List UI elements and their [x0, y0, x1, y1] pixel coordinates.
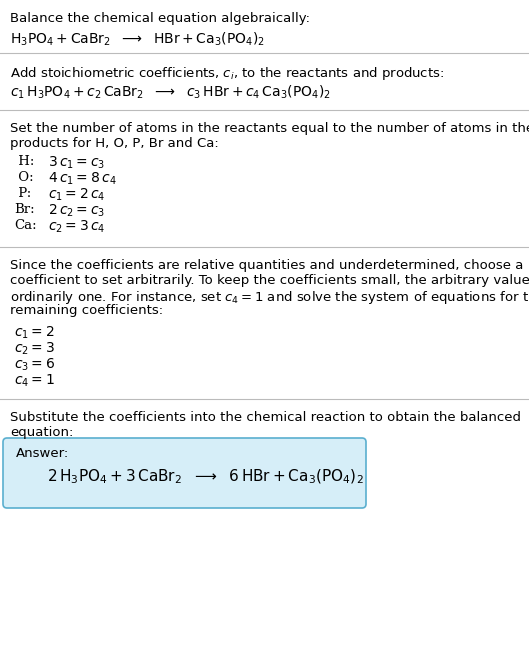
Text: O:: O: [14, 171, 34, 184]
Text: $c_2 = 3\,c_4$: $c_2 = 3\,c_4$ [48, 219, 105, 236]
Text: $2\,\mathrm{H_3PO_4} + 3\,\mathrm{CaBr_2}$  $\longrightarrow$  $6\,\mathrm{HBr} : $2\,\mathrm{H_3PO_4} + 3\,\mathrm{CaBr_2… [47, 468, 363, 487]
Text: Since the coefficients are relative quantities and underdetermined, choose a: Since the coefficients are relative quan… [10, 259, 523, 272]
Text: ordinarily one. For instance, set $c_4 = 1$ and solve the system of equations fo: ordinarily one. For instance, set $c_4 =… [10, 289, 529, 306]
Text: Br:: Br: [14, 203, 34, 216]
Text: products for H, O, P, Br and Ca:: products for H, O, P, Br and Ca: [10, 137, 219, 150]
Text: Answer:: Answer: [16, 447, 69, 460]
Text: Substitute the coefficients into the chemical reaction to obtain the balanced: Substitute the coefficients into the che… [10, 411, 521, 424]
FancyBboxPatch shape [3, 438, 366, 508]
Text: Set the number of atoms in the reactants equal to the number of atoms in the: Set the number of atoms in the reactants… [10, 122, 529, 135]
Text: $\mathrm{H_3PO_4 + CaBr_2}$  $\longrightarrow$  $\mathrm{HBr + Ca_3(PO_4)_2}$: $\mathrm{H_3PO_4 + CaBr_2}$ $\longrighta… [10, 31, 265, 49]
Text: coefficient to set arbitrarily. To keep the coefficients small, the arbitrary va: coefficient to set arbitrarily. To keep … [10, 274, 529, 287]
Text: $c_1 = 2$: $c_1 = 2$ [14, 325, 54, 342]
Text: $c_1 = 2\,c_4$: $c_1 = 2\,c_4$ [48, 187, 105, 203]
Text: P:: P: [14, 187, 31, 200]
Text: $c_3 = 6$: $c_3 = 6$ [14, 357, 55, 373]
Text: Balance the chemical equation algebraically:: Balance the chemical equation algebraica… [10, 12, 310, 25]
Text: Add stoichiometric coefficients, $c_i$, to the reactants and products:: Add stoichiometric coefficients, $c_i$, … [10, 65, 444, 82]
Text: $c_1\,\mathrm{H_3PO_4} + c_2\,\mathrm{CaBr_2}$  $\longrightarrow$  $c_3\,\mathrm: $c_1\,\mathrm{H_3PO_4} + c_2\,\mathrm{Ca… [10, 84, 331, 102]
Text: $4\,c_1 = 8\,c_4$: $4\,c_1 = 8\,c_4$ [48, 171, 116, 188]
Text: H:: H: [14, 155, 34, 168]
Text: $3\,c_1 = c_3$: $3\,c_1 = c_3$ [48, 155, 105, 171]
Text: remaining coefficients:: remaining coefficients: [10, 304, 163, 317]
Text: $2\,c_2 = c_3$: $2\,c_2 = c_3$ [48, 203, 105, 219]
Text: equation:: equation: [10, 426, 74, 439]
Text: $c_2 = 3$: $c_2 = 3$ [14, 341, 55, 357]
Text: Ca:: Ca: [14, 219, 37, 232]
Text: $c_4 = 1$: $c_4 = 1$ [14, 373, 55, 389]
